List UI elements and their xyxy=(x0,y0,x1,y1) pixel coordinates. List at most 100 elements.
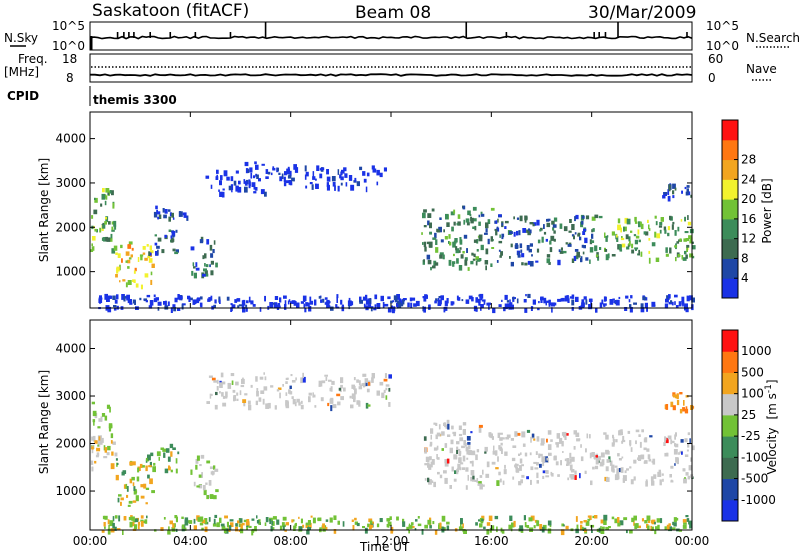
power-cell xyxy=(686,244,690,248)
power-cell xyxy=(190,246,195,251)
power-cell xyxy=(305,185,308,189)
velocity-cell xyxy=(501,437,505,440)
power-cell xyxy=(440,239,444,243)
power-cell xyxy=(193,272,197,279)
velocity-cell xyxy=(629,443,632,447)
power-cell xyxy=(453,209,456,214)
velocity-cell xyxy=(432,521,435,525)
power-cell xyxy=(588,304,593,310)
velocity-cell xyxy=(689,523,692,529)
power-cell xyxy=(492,307,496,314)
velocity-cell xyxy=(616,468,621,472)
velocity-cell xyxy=(240,385,245,388)
velocity-cell xyxy=(206,495,209,500)
velocity-cell xyxy=(449,485,452,489)
velocity-cell xyxy=(471,450,476,456)
power-cell xyxy=(369,298,372,304)
velocity-cell xyxy=(285,400,288,406)
power-cell xyxy=(616,234,618,238)
power-cell xyxy=(398,303,402,308)
velocity-cell xyxy=(621,456,624,459)
velocity-cell xyxy=(458,450,462,455)
velocity-cell xyxy=(569,464,573,471)
velocity-cell xyxy=(444,462,449,467)
velocity-cell xyxy=(340,396,344,401)
power-cell xyxy=(366,172,370,177)
velocity-cell xyxy=(379,518,383,523)
velocity-cell xyxy=(236,398,239,401)
velocity-cell xyxy=(481,519,484,522)
velocity-cell xyxy=(460,518,463,524)
velocity-cell xyxy=(465,485,468,490)
power-cell xyxy=(255,173,258,177)
power-cell xyxy=(681,296,685,303)
power-cell xyxy=(484,260,489,265)
velocity-cell xyxy=(175,458,178,464)
velocity-cell xyxy=(424,524,428,529)
velocity-cell xyxy=(203,489,207,496)
velocity-cell xyxy=(451,466,454,472)
velocity-cell xyxy=(539,463,542,468)
power-cell xyxy=(311,184,314,190)
velocity-cell xyxy=(104,526,106,529)
velocity-cell xyxy=(214,468,219,472)
power-cell xyxy=(411,297,416,301)
power-cell xyxy=(583,228,587,232)
velocity-cell xyxy=(376,523,380,528)
velocity-cell xyxy=(658,469,661,474)
velocity-cell xyxy=(682,519,687,523)
power-cell xyxy=(553,230,556,234)
power-cell xyxy=(654,215,657,219)
power-cell xyxy=(452,262,455,267)
power-cell xyxy=(585,257,589,261)
power-cell xyxy=(148,305,153,309)
power-cell xyxy=(546,222,551,228)
power-cell xyxy=(362,296,367,301)
power-cell xyxy=(564,295,568,302)
velocity-cell xyxy=(110,440,113,444)
power-cell xyxy=(496,260,499,263)
velocity-cell xyxy=(671,440,675,444)
velocity-cell xyxy=(462,422,467,426)
freq-tick-top: 18 xyxy=(62,52,77,66)
power-cell xyxy=(428,241,433,248)
colorbar-segment xyxy=(722,179,738,200)
velocity-cell xyxy=(665,404,669,410)
power-cell xyxy=(390,300,393,304)
power-cell xyxy=(513,216,515,220)
power-cell xyxy=(509,299,511,304)
power-cell xyxy=(163,214,167,219)
power-cell xyxy=(150,250,154,254)
power-cell xyxy=(496,226,499,232)
power-cell xyxy=(438,226,442,233)
velocity-cell xyxy=(500,442,503,446)
velocity-cell xyxy=(188,520,193,524)
velocity-cell xyxy=(246,519,250,523)
power-cell xyxy=(303,303,306,308)
velocity-cell xyxy=(452,431,457,435)
power-cell xyxy=(137,257,140,262)
power-cell xyxy=(681,255,684,260)
velocity-cell xyxy=(239,518,243,523)
velocity-cell xyxy=(660,518,663,524)
power-cell xyxy=(546,254,551,258)
velocity-cell xyxy=(222,395,225,399)
freq-panel-frame xyxy=(89,53,693,83)
power-cell xyxy=(253,191,257,194)
power-cell xyxy=(183,212,187,218)
velocity-cell xyxy=(569,458,572,464)
velocity-cell xyxy=(449,447,453,454)
power-cell xyxy=(686,185,690,188)
power-cell xyxy=(691,241,694,244)
velocity-cell xyxy=(670,401,674,408)
power-cell xyxy=(457,214,461,219)
power-cell xyxy=(125,260,128,263)
power-cell xyxy=(676,241,680,244)
power-cell xyxy=(669,247,672,254)
power-cell xyxy=(611,231,615,236)
power-cell xyxy=(536,219,540,226)
power-cell xyxy=(246,300,249,304)
velocity-cell xyxy=(462,529,466,533)
velocity-cell xyxy=(483,526,486,530)
ytick-label: 1000 xyxy=(55,265,86,279)
